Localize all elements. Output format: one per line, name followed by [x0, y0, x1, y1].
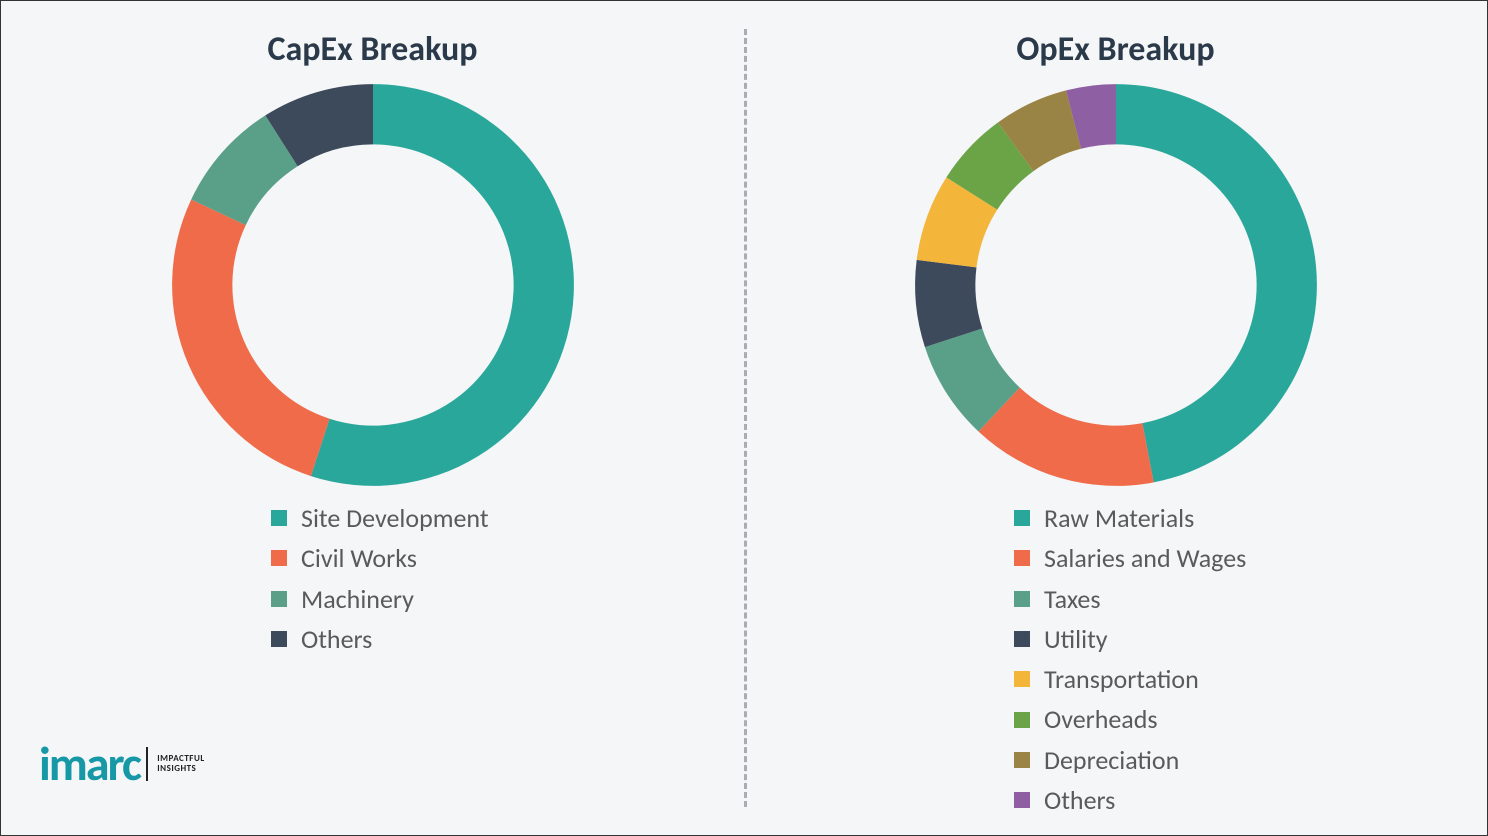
logo-main: imarc: [39, 734, 140, 793]
opex-donut: [911, 80, 1321, 490]
capex-legend: Site DevelopmentCivil WorksMachineryOthe…: [271, 498, 489, 659]
logo-tagline: IMPACTFUL INSIGHTS: [157, 754, 204, 774]
legend-item: Raw Materials: [1014, 498, 1246, 538]
legend-item: Depreciation: [1014, 740, 1246, 780]
legend-swatch: [1014, 631, 1030, 647]
capex-title: CapEx Breakup: [268, 29, 478, 70]
legend-label: Machinery: [301, 579, 414, 619]
donut-slice: [172, 199, 329, 476]
legend-label: Salaries and Wages: [1044, 538, 1246, 578]
donut-slice: [1116, 84, 1317, 482]
legend-swatch: [271, 631, 287, 647]
legend-swatch: [1014, 671, 1030, 687]
legend-item: Site Development: [271, 498, 489, 538]
legend-swatch: [271, 510, 287, 526]
logo-tagline-2: INSIGHTS: [157, 763, 196, 774]
legend-swatch: [271, 591, 287, 607]
legend-item: Machinery: [271, 579, 489, 619]
opex-title: OpEx Breakup: [1016, 29, 1214, 70]
legend-item: Utility: [1014, 619, 1246, 659]
legend-label: Overheads: [1044, 699, 1158, 739]
legend-swatch: [1014, 712, 1030, 728]
legend-swatch: [1014, 510, 1030, 526]
legend-label: Others: [1044, 780, 1115, 820]
opex-panel: OpEx Breakup Raw MaterialsSalaries and W…: [744, 1, 1487, 835]
panel-divider: [744, 29, 747, 807]
legend-swatch: [271, 550, 287, 566]
legend-label: Others: [301, 619, 372, 659]
legend-label: Site Development: [301, 498, 489, 538]
legend-item: Salaries and Wages: [1014, 538, 1246, 578]
legend-swatch: [1014, 550, 1030, 566]
brand-logo: imarc IMPACTFUL INSIGHTS: [39, 734, 205, 793]
legend-label: Raw Materials: [1044, 498, 1194, 538]
logo-separator: [146, 747, 148, 781]
legend-swatch: [1014, 792, 1030, 808]
opex-legend: Raw MaterialsSalaries and WagesTaxesUtil…: [1014, 498, 1246, 820]
legend-item: Taxes: [1014, 579, 1246, 619]
capex-donut: [168, 80, 578, 490]
legend-label: Transportation: [1044, 659, 1199, 699]
legend-swatch: [1014, 591, 1030, 607]
legend-label: Civil Works: [301, 538, 417, 578]
legend-item: Transportation: [1014, 659, 1246, 699]
legend-label: Depreciation: [1044, 740, 1179, 780]
legend-label: Taxes: [1044, 579, 1101, 619]
legend-item: Others: [1014, 780, 1246, 820]
legend-label: Utility: [1044, 619, 1108, 659]
legend-swatch: [1014, 752, 1030, 768]
legend-item: Civil Works: [271, 538, 489, 578]
capex-panel: CapEx Breakup Site DevelopmentCivil Work…: [1, 1, 744, 835]
legend-item: Overheads: [1014, 699, 1246, 739]
chart-container: CapEx Breakup Site DevelopmentCivil Work…: [1, 1, 1487, 835]
legend-item: Others: [271, 619, 489, 659]
